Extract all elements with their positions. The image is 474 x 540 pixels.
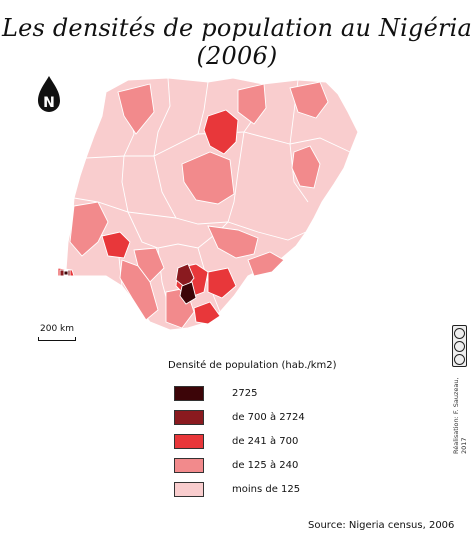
legend-swatch [174, 433, 204, 449]
creative-commons-icon [452, 325, 467, 367]
credits: Réalisation: F. Sauzeau, 2017 [452, 377, 468, 454]
north-arrow-icon: N [38, 76, 60, 112]
legend-item: de 125 à 240 [174, 453, 305, 477]
legend-label: de 125 à 240 [232, 459, 299, 471]
legend-label: de 241 à 700 [232, 435, 299, 447]
legend-item: 2725 [174, 381, 305, 405]
nigeria-map [58, 77, 359, 331]
legend-swatch [174, 481, 204, 497]
legend-item: de 241 à 700 [174, 429, 305, 453]
legend-swatch [174, 409, 204, 425]
class-125-240 [69, 81, 329, 329]
legend-item: moins de 125 [174, 477, 305, 501]
source-note: Source: Nigeria census, 2006 [308, 520, 455, 531]
map-title: Les densités de population au Nigéria (2… [1, 14, 473, 70]
north-letter: N [43, 95, 55, 111]
scale-label: 200 km [40, 324, 75, 334]
class-2725 [63, 270, 197, 305]
legend-swatch [174, 457, 204, 473]
legend-item: de 700 à 2724 [174, 405, 305, 429]
legend-title: Densité de population (hab./km2) [168, 360, 337, 371]
legend-label: 2725 [232, 387, 258, 399]
scale-bar [38, 337, 76, 341]
legend: 2725 de 700 à 2724 de 241 à 700 de 125 à… [174, 381, 305, 501]
legend-label: de 700 à 2724 [232, 411, 305, 423]
legend-swatch [174, 385, 204, 401]
legend-label: moins de 125 [232, 483, 301, 495]
